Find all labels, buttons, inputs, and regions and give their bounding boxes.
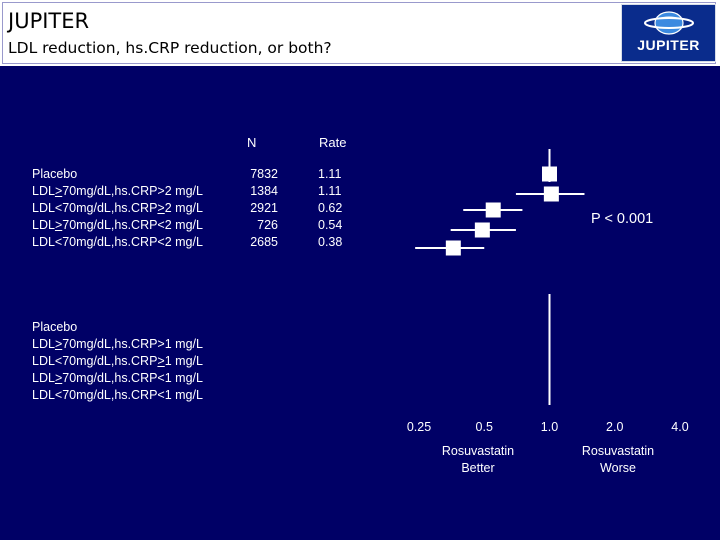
logo-text: JUPITER — [637, 37, 700, 53]
rate-value: 0.54 — [318, 218, 343, 232]
axis-label-worse-line2: Worse — [600, 461, 636, 475]
hr-marker — [445, 240, 461, 256]
group2-row-label: LDL>70mg/dL,hs.CRP<1 mg/L — [32, 371, 203, 385]
group1-row-label: LDL>70mg/dL,hs.CRP<2 mg/L — [32, 218, 203, 232]
rate-value: 0.38 — [318, 235, 343, 249]
header-bar: JUPITER LDL reduction, hs.CRP reduction,… — [0, 0, 720, 66]
p-value: P < 0.001 — [591, 211, 654, 227]
slide-subtitle: LDL reduction, hs.CRP reduction, or both… — [8, 39, 332, 57]
group2-row-label: LDL<70mg/dL,hs.CRP>1 mg/L — [32, 354, 203, 368]
x-tick-label: 1.0 — [541, 420, 558, 434]
n-column-header: N — [247, 135, 257, 150]
globe-logo-icon — [644, 11, 694, 35]
group2-row-label: LDL>70mg/dL,hs.CRP>1 mg/L — [32, 337, 203, 351]
n-value: 1384 — [250, 184, 278, 198]
n-value: 2685 — [250, 235, 278, 249]
hr-marker — [485, 202, 501, 218]
group1-row-label: LDL<70mg/dL,hs.CRP>2 mg/L — [32, 201, 203, 215]
rate-value: 0.62 — [318, 201, 343, 215]
x-tick-label: 0.5 — [476, 420, 493, 434]
hr-marker — [474, 222, 490, 238]
rate-value: 1.11 — [318, 184, 342, 198]
x-tick-label: 2.0 — [606, 420, 623, 434]
axis-label-worse-line1: Rosuvastatin — [581, 444, 655, 458]
n-value: 2921 — [250, 201, 278, 215]
x-tick-label: 0.25 — [407, 420, 431, 434]
group2-row-label: LDL<70mg/dL,hs.CRP<1 mg/L — [32, 388, 203, 402]
rate-column-header: Rate — [319, 135, 347, 150]
axis-label-better: Rosuvastatin Better — [418, 443, 538, 477]
rate-value: 1.11 — [318, 167, 342, 181]
hr-marker — [542, 166, 557, 182]
axis-label-worse: Rosuvastatin Worse — [558, 443, 678, 477]
group1-row-label: Placebo — [32, 167, 78, 181]
axis-label-better-line1: Rosuvastatin — [441, 444, 515, 458]
axis-label-better-line2: Better — [461, 461, 495, 475]
group2-row-label: Placebo — [32, 320, 78, 334]
group1-row-label: LDL>70mg/dL,hs.CRP>2 mg/L — [32, 184, 203, 198]
n-value: 7832 — [250, 167, 278, 181]
slide-title: JUPITER — [8, 9, 90, 33]
hr-marker — [543, 186, 559, 202]
jupiter-logo: JUPITER — [621, 4, 716, 62]
x-tick-label: 4.0 — [671, 420, 688, 434]
n-value: 726 — [257, 218, 278, 232]
group1-row-label: LDL<70mg/dL,hs.CRP<2 mg/L — [32, 235, 203, 249]
